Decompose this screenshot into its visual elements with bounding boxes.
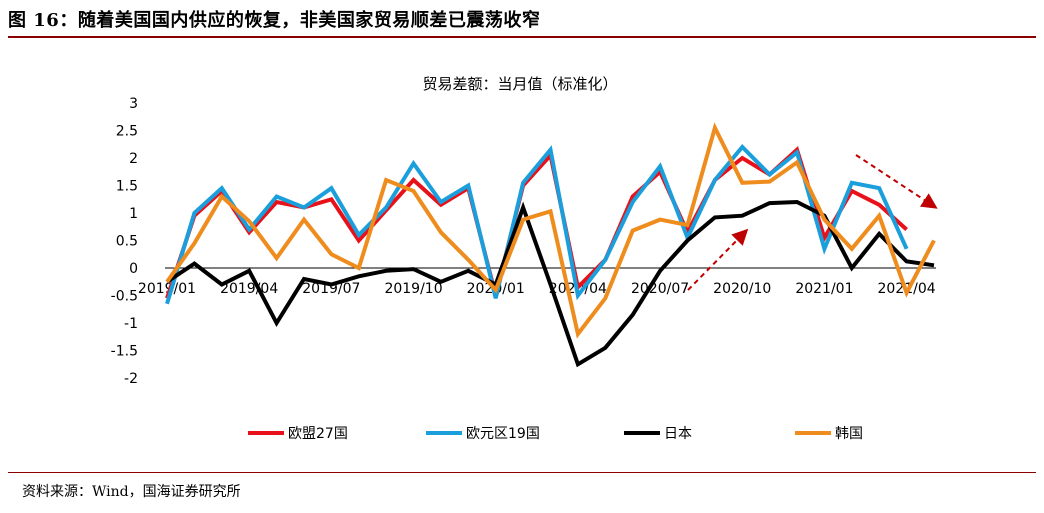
y-tick-label: -1: [124, 316, 138, 332]
chart-title: 贸易差额：当月值（标准化）: [422, 75, 617, 93]
y-tick-label: -2: [124, 371, 138, 387]
y-tick-label: 2.5: [116, 124, 138, 140]
legend-label-1: 欧元区19国: [466, 426, 540, 442]
legend-label-3: 韩国: [835, 426, 863, 442]
series-layer: [165, 122, 936, 368]
top-rule: [8, 36, 1036, 38]
y-axis: 3 2.5 2 1.5 1 0.5 0 -0.5 -1 -1.5 -2: [111, 96, 138, 387]
x-tick-label: 2019/10: [384, 281, 442, 297]
series-line-0: [165, 146, 908, 299]
x-tick-label: 2019/07: [302, 281, 360, 297]
legend: 欧盟27国 欧元区19国 日本 韩国: [248, 426, 863, 442]
legend-label-2: 日本: [664, 426, 692, 442]
x-tick-label: 2021/01: [795, 281, 853, 297]
source-note: 资料来源：Wind，国海证券研究所: [22, 484, 241, 500]
y-tick-label: -1.5: [111, 344, 138, 360]
y-tick-label: 3: [129, 96, 138, 112]
x-tick-label: 2020/07: [631, 281, 689, 297]
y-tick-label: 0.5: [116, 234, 138, 250]
series-line-1: [165, 144, 909, 305]
trend-arrow-up: [687, 228, 749, 291]
y-tick-label: 0: [129, 261, 138, 277]
y-tick-label: 2: [129, 151, 138, 167]
x-tick-label: 2019/04: [220, 281, 278, 297]
x-tick-label: 2020/10: [713, 281, 771, 297]
legend-label-0: 欧盟27国: [288, 426, 348, 442]
y-tick-label: 1: [129, 206, 138, 222]
y-tick-label: -0.5: [111, 289, 138, 305]
figure-title: 图 16：随着美国国内供应的恢复，非美国家贸易顺差已震荡收窄: [8, 10, 541, 31]
series-line-2: [165, 199, 935, 368]
bottom-rule: [8, 472, 1036, 473]
x-axis: 2019/01 2019/04 2019/07 2019/10 2020/01 2020/…: [138, 267, 936, 297]
x-tick-label: 2019/01: [138, 281, 196, 297]
series-line-3: [165, 122, 936, 339]
trend-arrow-down: [855, 154, 938, 209]
y-tick-label: 1.5: [116, 179, 138, 195]
